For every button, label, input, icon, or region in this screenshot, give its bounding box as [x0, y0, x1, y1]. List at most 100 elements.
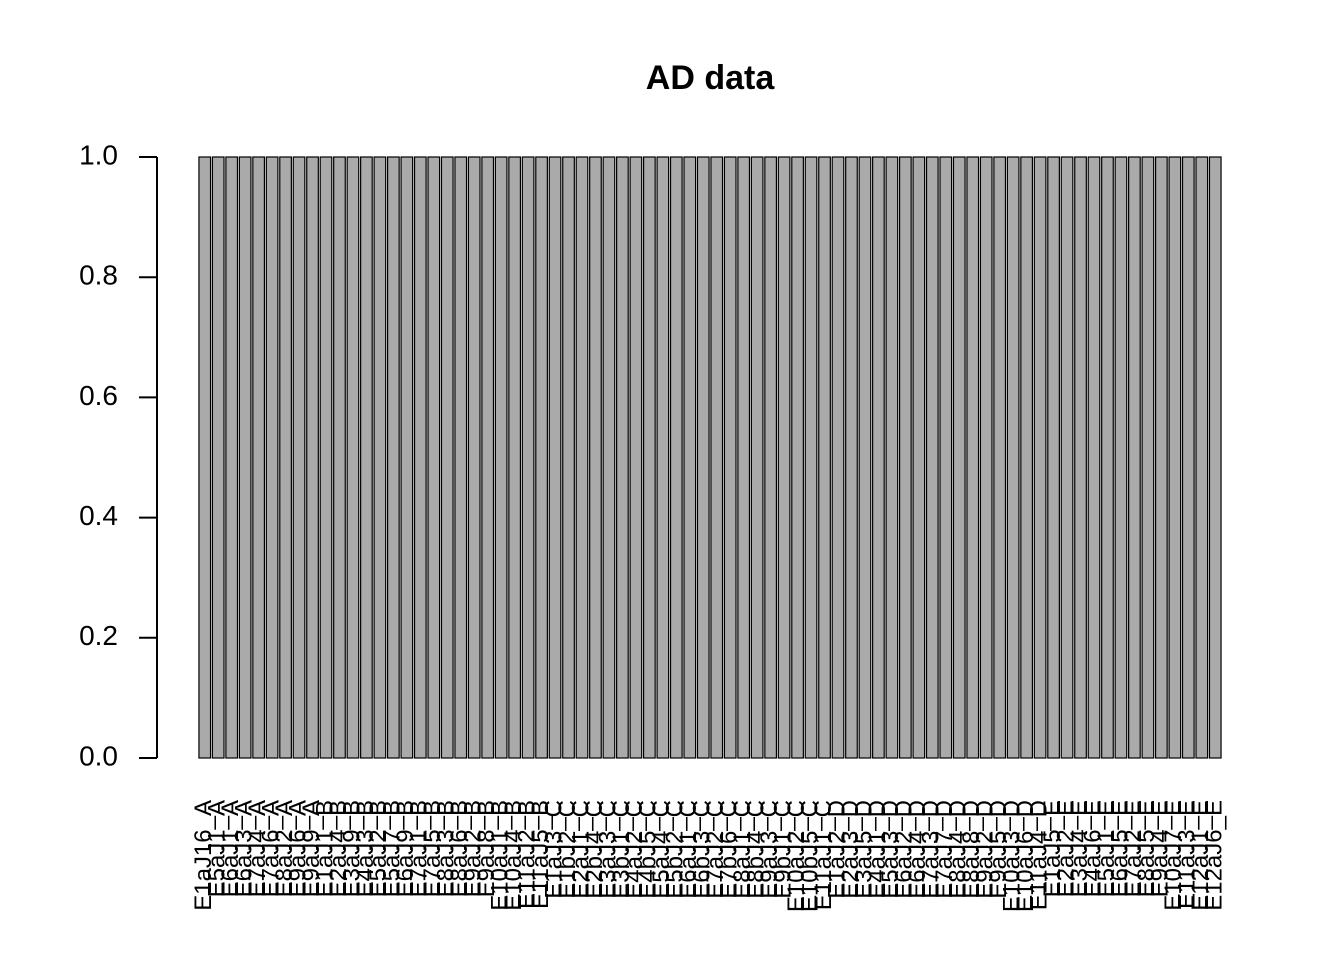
x-tick-label: E8aJ1_C: [729, 800, 756, 899]
x-tick-label: E5aJ1_E: [1093, 800, 1120, 897]
bar: [939, 156, 953, 759]
bar: [629, 156, 643, 759]
x-tick-label: E6aJ4_D: [904, 800, 931, 899]
bar: [602, 156, 616, 759]
bar: [238, 156, 252, 759]
x-tick-label: E5aJ7_B: [379, 800, 406, 897]
bar: [427, 156, 441, 759]
x-tick-label: E9aJ2_B: [460, 800, 487, 897]
x-tick-label: E9aJ2_D: [972, 800, 999, 899]
x-tick-label: E6aJ9_B: [392, 800, 419, 897]
x-tick-label: E2aJ3_D: [837, 800, 864, 899]
bar: [710, 156, 724, 759]
bar: [979, 156, 993, 759]
x-tick-label: E6aJ3_A: [231, 800, 258, 897]
bar: [683, 156, 697, 759]
y-tick-label: 0.6: [79, 380, 118, 411]
x-tick-label: E9bJ1_C: [769, 800, 796, 899]
x-tick-label: E8aJ4_D: [945, 800, 972, 899]
bar: [885, 156, 899, 759]
y-tick-label: 0.2: [79, 620, 118, 651]
x-tick-label: E2bJ4_C: [581, 800, 608, 899]
x-tick-label: E5bJ2_C: [662, 800, 689, 899]
bar: [750, 156, 764, 759]
x-tick-label: E8aJ3_B: [433, 800, 460, 897]
x-tick-label: E9aJ6_A: [284, 800, 311, 897]
bar: [1101, 156, 1114, 759]
y-tick-label: 1.0: [79, 139, 118, 170]
x-tick-label: E6aJ1_C: [675, 800, 702, 899]
x-tick-label: E4aJ1_D: [864, 800, 891, 899]
x-tick-label: E3aJ3_C: [594, 800, 621, 899]
bar: [211, 156, 225, 759]
bar: [198, 156, 212, 759]
x-tick-label: E10aJ6_D: [1012, 800, 1039, 912]
x-tick-label: E10aJ2_C: [783, 800, 810, 912]
x-tick-label: E11aJ1_C: [810, 800, 837, 910]
x-tick-label: E5aJ3_D: [877, 800, 904, 899]
bar: [440, 156, 454, 759]
x-tick-label: E1aJ1_B: [311, 800, 338, 897]
bar: [696, 156, 710, 759]
x-tick-label: E7aJ3_D: [918, 800, 945, 899]
x-tick-label: E1aJ3_C: [540, 800, 567, 899]
bar: [1033, 156, 1047, 759]
x-tick-label: E7aJ4_A: [244, 800, 271, 897]
bar: [925, 156, 939, 759]
bar: [966, 156, 980, 759]
x-tick-label: E6aJ5_E: [1106, 800, 1133, 897]
bar: [616, 156, 629, 759]
x-tick-label: E6aJ1_A: [217, 800, 244, 897]
bar: [589, 156, 602, 759]
bar: [898, 156, 912, 759]
bar: [1047, 156, 1060, 759]
bar: [306, 156, 319, 759]
bar: [791, 156, 804, 759]
x-tick-label: E1bJ2_C: [554, 800, 581, 899]
bar: [360, 156, 373, 759]
bar: [521, 156, 535, 759]
bar: [804, 156, 818, 759]
bar: [1074, 156, 1087, 759]
x-tick-label: E10aJ4_B: [500, 800, 527, 911]
x-tick-label: E1aJ2_D: [823, 800, 850, 899]
x-tick-label: E7aJ5_B: [419, 800, 446, 897]
bar: [454, 156, 468, 759]
x-tick-label: E7aJ2_C: [702, 800, 729, 899]
x-tick-label: E11aJ4_D: [1025, 800, 1052, 910]
bar: [952, 156, 966, 759]
x-tick-label: E12aJ6_E: [1201, 800, 1228, 911]
bar: [777, 156, 791, 759]
x-tick-label: E11aJ5_B: [527, 800, 554, 909]
bar: [1128, 156, 1141, 759]
bar: [279, 156, 292, 759]
x-tick-label: E10aJ7_E: [1160, 800, 1187, 911]
bar: [467, 156, 481, 759]
bar: [265, 156, 279, 759]
x-tick-label: E7aJ2_E: [1120, 800, 1147, 897]
bar: [845, 156, 858, 759]
x-tick-label: E11aJ2_B: [513, 800, 540, 909]
bar: [1006, 156, 1020, 759]
x-tick-label: E10aJ1_B: [487, 800, 514, 911]
x-tick-label: E9aJ5_D: [985, 800, 1012, 899]
bar: [562, 156, 575, 759]
x-tick-label: E11aJ3_E: [1174, 800, 1201, 909]
bar: [1168, 156, 1182, 759]
bar: [1181, 156, 1195, 759]
bar: [346, 156, 360, 759]
bar: [508, 156, 522, 759]
x-tick-label: E5aJ4_C: [648, 800, 675, 899]
bar: [1154, 156, 1168, 759]
x-tick-label: E3aJ4_E: [1066, 800, 1093, 897]
bar: [764, 156, 778, 759]
bar: [669, 156, 683, 759]
x-tick-label: E9aJ8_B: [473, 800, 500, 897]
x-tick-label: E10bJ5_C: [796, 800, 823, 912]
y-tick-label: 0.8: [79, 260, 118, 291]
bar: [1195, 156, 1209, 759]
bar: [575, 156, 589, 759]
x-tick-label: E2aJ4_B: [325, 800, 352, 897]
bar: [481, 156, 495, 759]
bar: [642, 156, 656, 759]
